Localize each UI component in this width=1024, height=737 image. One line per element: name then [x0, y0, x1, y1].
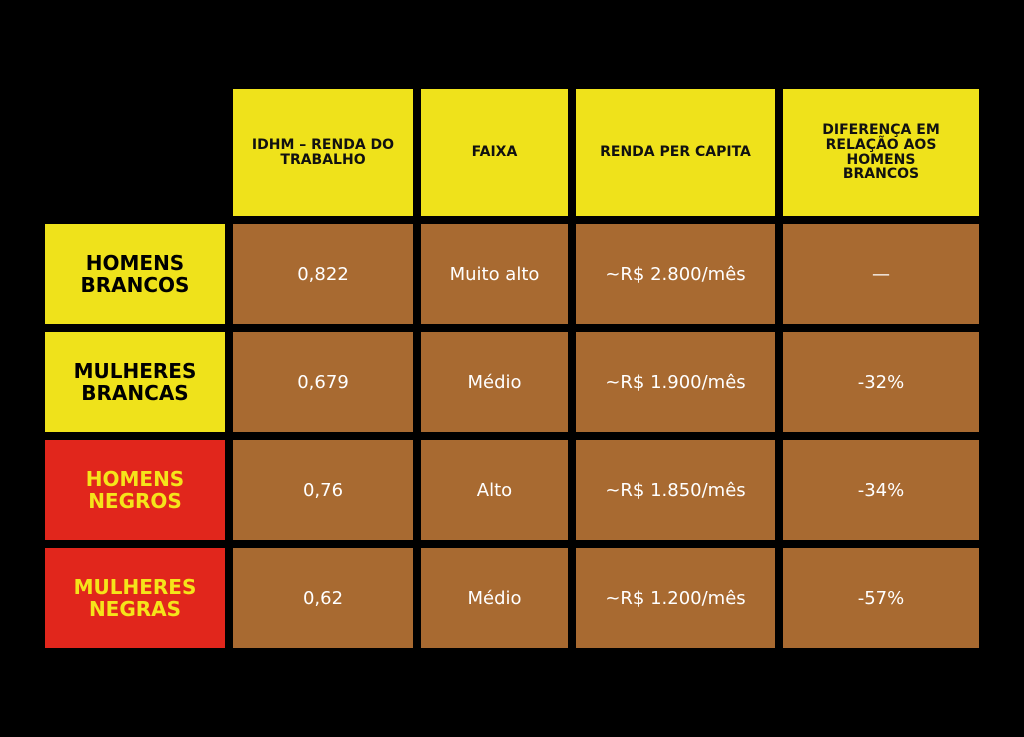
data-cell: Médio — [421, 332, 568, 432]
data-cell: 0,679 — [233, 332, 413, 432]
data-cell: -34% — [783, 440, 979, 540]
header-cell: DIFERENÇA EM RELAÇÃO AOS HOMENS BRANCOS — [783, 89, 979, 216]
data-cell: ~R$ 1.200/mês — [576, 548, 775, 648]
header-cell: IDHM – RENDA DO TRABALHO — [233, 89, 413, 216]
header-cell: FAIXA — [421, 89, 568, 216]
data-cell: 0,822 — [233, 224, 413, 324]
data-cell: 0,76 — [233, 440, 413, 540]
header-cell: RENDA PER CAPITA — [576, 89, 775, 216]
data-cell: Médio — [421, 548, 568, 648]
row-label: HOMENS BRANCOS — [45, 224, 225, 324]
data-cell: ~R$ 1.900/mês — [576, 332, 775, 432]
data-cell: ~R$ 2.800/mês — [576, 224, 775, 324]
data-cell: -32% — [783, 332, 979, 432]
data-cell: -57% — [783, 548, 979, 648]
row-label: HOMENS NEGROS — [45, 440, 225, 540]
data-cell: ~R$ 1.850/mês — [576, 440, 775, 540]
row-label: MULHERES BRANCAS — [45, 332, 225, 432]
table: IDHM – RENDA DO TRABALHO FAIXA RENDA PER C… — [45, 89, 979, 648]
empty-corner — [45, 89, 225, 216]
data-cell: Muito alto — [421, 224, 568, 324]
data-cell: 0,62 — [233, 548, 413, 648]
data-cell: Alto — [421, 440, 568, 540]
data-cell: — — [783, 224, 979, 324]
row-label: MULHERES NEGRAS — [45, 548, 225, 648]
